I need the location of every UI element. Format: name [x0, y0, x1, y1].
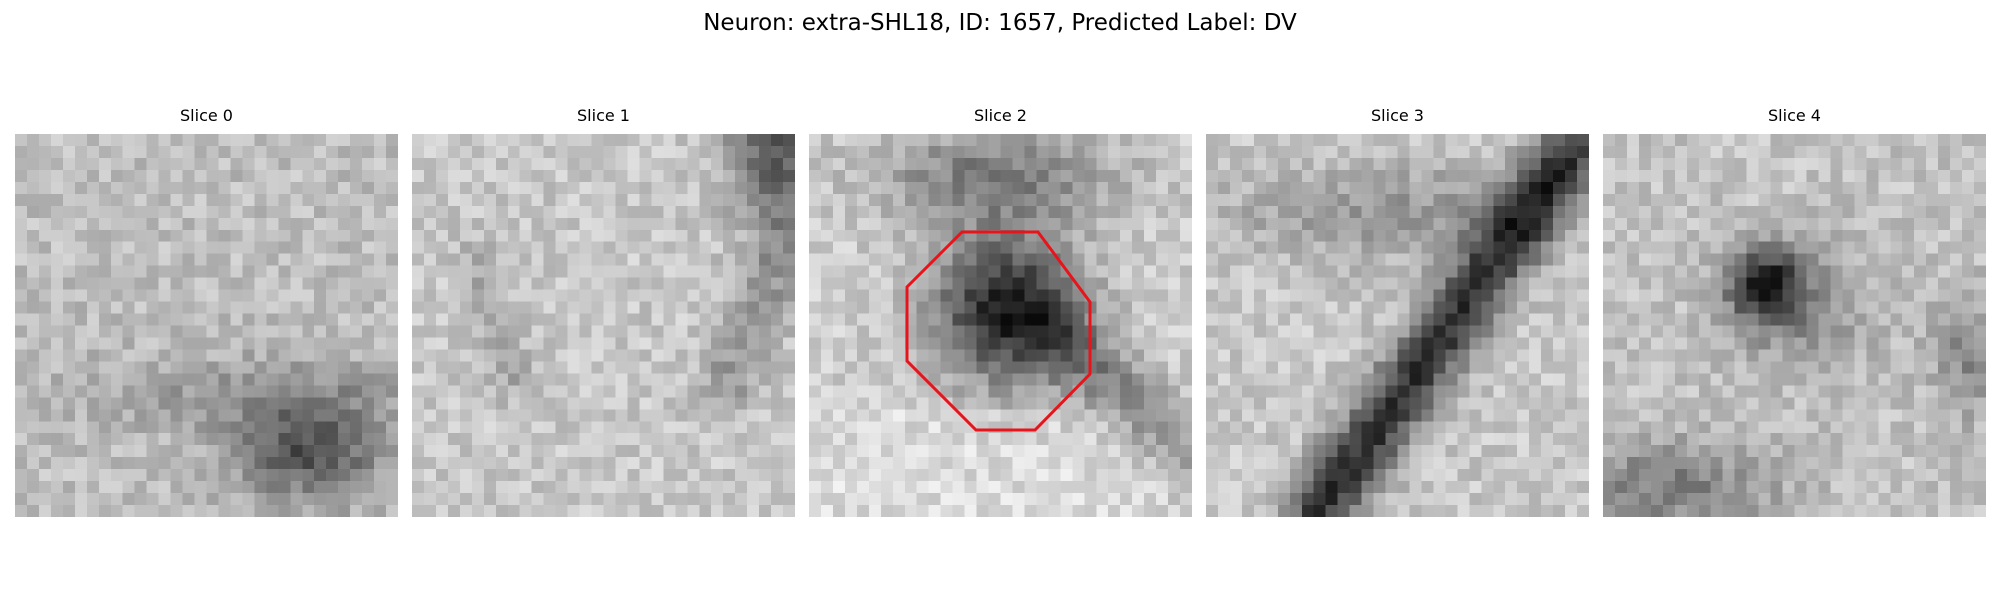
slice-panel-2: Slice 2	[809, 106, 1192, 517]
slice-panel-3: Slice 3	[1206, 106, 1589, 517]
slice-title-0: Slice 0	[180, 106, 233, 125]
slice-title-1: Slice 1	[577, 106, 630, 125]
roi-octagon	[905, 230, 1092, 432]
slice-image-4	[1603, 134, 1986, 517]
slice-panel-1: Slice 1	[412, 106, 795, 517]
slice-image-0	[15, 134, 398, 517]
slice-panel-0: Slice 0	[15, 106, 398, 517]
roi-overlay	[905, 230, 1092, 432]
slice-title-4: Slice 4	[1768, 106, 1821, 125]
slice-title-2: Slice 2	[974, 106, 1027, 125]
slice-image-1	[412, 134, 795, 517]
slice-image-2	[809, 134, 1192, 517]
figure-title: Neuron: extra-SHL18, ID: 1657, Predicted…	[703, 10, 1297, 36]
slice-image-3	[1206, 134, 1589, 517]
slice-panel-4: Slice 4	[1603, 106, 1986, 517]
slice-title-3: Slice 3	[1371, 106, 1424, 125]
